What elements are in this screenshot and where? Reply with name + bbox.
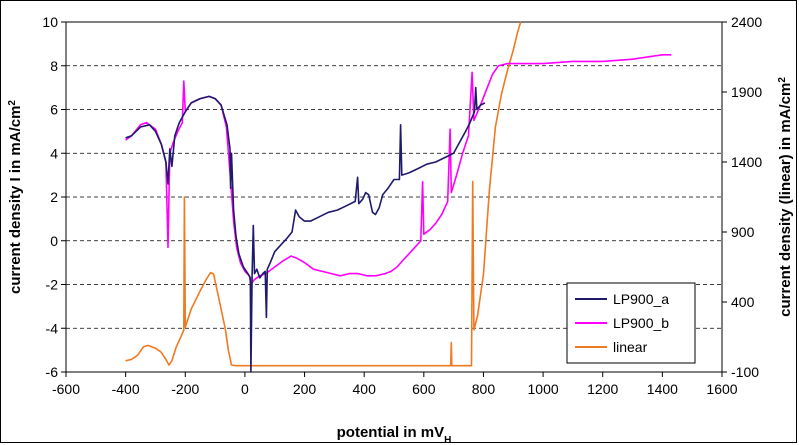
x-tick-label: 600 xyxy=(412,381,436,397)
y2-tick-label: -100 xyxy=(731,364,759,380)
series-layer xyxy=(125,21,672,373)
y-axis-title-superscript: 2 xyxy=(7,100,18,106)
y2-tick-label: 1400 xyxy=(731,154,762,170)
y-axis-title: current density I in mA/cm2 xyxy=(7,100,25,294)
y-tick-label: 10 xyxy=(42,14,58,30)
y-tick-label: -6 xyxy=(46,364,59,380)
y2-tick-label: 400 xyxy=(731,294,755,310)
x-tick-label: 800 xyxy=(472,381,496,397)
y2-tick-label: 900 xyxy=(731,224,755,240)
legend-label: LP900_a xyxy=(613,291,669,307)
x-tick-label: -600 xyxy=(52,381,80,397)
legend-label: linear xyxy=(613,339,648,355)
y-tick-label: 8 xyxy=(50,58,58,74)
x-tick-label: 0 xyxy=(241,381,249,397)
series-line-linear xyxy=(125,21,522,367)
x-tick-label: 1200 xyxy=(587,381,618,397)
series-line-lp900-a xyxy=(125,86,486,373)
x-axis-title: potential in mVH xyxy=(337,424,452,445)
x-tick-label: -400 xyxy=(112,381,140,397)
x-tick-label: 1600 xyxy=(706,381,737,397)
tick-labels: -600 -400 -200 0 200 400 600 800 1000 1200 1400 160… xyxy=(42,14,762,397)
y2-tick-label: 2400 xyxy=(731,14,762,30)
x-tick-label: 200 xyxy=(293,381,317,397)
series-line-lp900-b xyxy=(125,54,672,286)
x-tick-label: 1000 xyxy=(528,381,559,397)
y-tick-label: 0 xyxy=(50,233,58,249)
y-tick-label: -4 xyxy=(46,320,59,336)
y2-tick-label: 1900 xyxy=(731,84,762,100)
x-tick-label: 400 xyxy=(353,381,377,397)
x-axis-title-subscript: H xyxy=(444,435,451,445)
x-tick-label: -200 xyxy=(171,381,199,397)
y-tick-label: 4 xyxy=(50,145,58,161)
x-tick-label: 1400 xyxy=(647,381,678,397)
y2-axis-title-superscript: 2 xyxy=(777,77,788,83)
y2-axis-title: current density (linear) in mA/cm2 xyxy=(777,77,795,317)
y-tick-label: 6 xyxy=(50,102,58,118)
legend-label: LP900_b xyxy=(613,315,669,331)
y-tick-label: 2 xyxy=(50,189,58,205)
y-tick-label: -2 xyxy=(46,277,59,293)
